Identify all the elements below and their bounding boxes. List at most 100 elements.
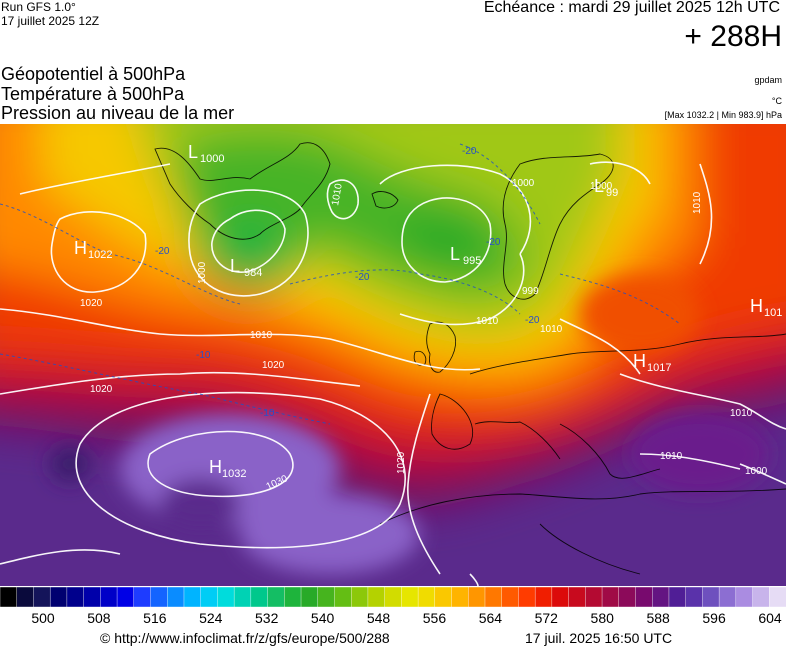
color-scale-tick: 524: [199, 610, 223, 626]
color-scale-tick: 572: [534, 610, 558, 626]
color-scale-cells: [0, 587, 786, 607]
color-scale-cell: [568, 587, 587, 607]
source-url: © http://www.infoclimat.fr/z/gfs/europe/…: [100, 630, 390, 646]
isotherms: [0, 143, 681, 425]
center-value: 1000: [200, 153, 224, 165]
center-symbol: L: [450, 244, 460, 264]
color-scale-cell: [551, 587, 570, 607]
pressure-center: L 1000: [188, 142, 224, 165]
color-scale-cell: [518, 587, 536, 607]
color-scale-cell: [618, 587, 637, 607]
color-scale-cell: [468, 587, 486, 607]
pressure-center: H 1017: [633, 351, 671, 374]
variable-temperature: Température à 500hPa: [1, 84, 185, 104]
color-scale-cell: [0, 587, 18, 607]
isobar-label: 1010: [692, 191, 703, 214]
color-scale-cell: [233, 587, 252, 607]
isotherm-label: -20: [462, 146, 477, 157]
isobars: [0, 161, 786, 586]
lead-time: + 288H: [684, 20, 782, 53]
isobar-label: 1010: [250, 330, 273, 341]
center-symbol: H: [750, 296, 763, 316]
color-scale-cell: [484, 587, 503, 607]
color-scale-cell: [334, 587, 352, 607]
center-value: 1032: [222, 468, 246, 480]
color-scale-cell: [668, 587, 687, 607]
isobar-label: 1010: [540, 324, 563, 335]
color-scale-tick: 540: [310, 610, 335, 626]
color-scale-tick: 564: [478, 610, 503, 626]
color-scale-cell: [585, 587, 603, 607]
center-value: 99: [606, 187, 618, 199]
run-title: Run GFS 1.0°: [1, 0, 76, 14]
isotherm-labels: -20 -20 -20 -10 -10 -20 -20: [155, 146, 540, 419]
color-scale-tick: 516: [143, 610, 167, 626]
color-scale-cell: [635, 587, 653, 607]
isobar-label: 1010: [730, 408, 753, 419]
isobar-label: 1010: [660, 451, 683, 462]
pressure-center: H 101: [750, 296, 782, 319]
color-scale-cell: [451, 587, 469, 607]
isotherm-label: -10: [260, 408, 275, 419]
color-scale-cell: [367, 587, 386, 607]
isobar-label: 999: [522, 286, 539, 297]
color-scale-cell: [718, 587, 737, 607]
isobar-label: 1000: [745, 466, 768, 477]
unit-gpdam: gpdam: [754, 75, 782, 85]
isotherm-label: -20: [355, 272, 370, 283]
center-value: 995: [463, 255, 481, 267]
color-scale-cell: [317, 587, 336, 607]
color-scale-cell: [384, 587, 403, 607]
color-scale-tick: 556: [422, 610, 447, 626]
color-scale-cell: [83, 587, 102, 607]
isobar-label: 1010: [476, 316, 499, 327]
pressure-range: [Max 1032.2 | Min 983.9] hPa: [664, 110, 782, 120]
color-scale-cell: [652, 587, 670, 607]
color-scale-cell: [267, 587, 285, 607]
isobar-label: 1000: [590, 181, 613, 192]
weather-map: H 1022 L 1000 L 984 L 995 L 99 H 101 H 1017 H 10…: [0, 124, 786, 586]
color-scale-cell: [16, 587, 35, 607]
color-scale-cell: [752, 587, 770, 607]
coastlines: [154, 142, 786, 575]
center-symbol: L: [230, 256, 240, 276]
forecast-valid-time: Echéance : mardi 29 juillet 2025 12h UTC: [483, 0, 780, 16]
color-scale-cell: [434, 587, 453, 607]
center-symbol: H: [209, 457, 222, 477]
variable-pressure: Pression au niveau de la mer: [1, 103, 235, 123]
isobar-labels: 1020 1010 1020 1020 1010 1000 1010 1000 …: [80, 178, 768, 493]
center-value: 984: [244, 267, 262, 279]
pressure-center: L 995: [450, 244, 481, 267]
color-scale-cell: [417, 587, 436, 607]
isobar-label: 1020: [90, 384, 113, 395]
unit-celsius: °C: [771, 96, 782, 106]
color-scale-cell: [300, 587, 319, 607]
isotherm-label: -20: [155, 246, 170, 257]
color-scale-cell: [401, 587, 419, 607]
color-scale-cell: [100, 587, 118, 607]
variable-geopotential: Géopotentiel à 500hPa: [1, 64, 186, 84]
color-scale-cell: [133, 587, 152, 607]
color-scale-tick: 508: [87, 610, 111, 626]
color-scale-cell: [49, 587, 68, 607]
isobar-label: 1010: [330, 182, 345, 206]
color-scale-tick: 588: [646, 610, 670, 626]
color-scale-cell: [183, 587, 202, 607]
isobar-label: 1020: [396, 451, 407, 474]
pressure-center: L 99: [594, 176, 618, 199]
color-scale-cell: [116, 587, 135, 607]
color-scale-tick: 532: [255, 610, 279, 626]
color-scale-tick: 580: [590, 610, 614, 626]
center-value: 1017: [647, 362, 671, 374]
color-scale-cell: [66, 587, 85, 607]
color-scale-bar: [0, 587, 786, 607]
color-scale-cell: [150, 587, 168, 607]
color-scale-cell: [350, 587, 369, 607]
color-scale-cell: [735, 587, 754, 607]
color-scale-cell: [33, 587, 51, 607]
generated-timestamp: 17 juil. 2025 16:50 UTC: [525, 630, 673, 646]
color-scale-cell: [167, 587, 185, 607]
pressure-center: H 1032: [209, 457, 246, 480]
color-scale-tick: 596: [702, 610, 726, 626]
color-scale-cell: [284, 587, 302, 607]
